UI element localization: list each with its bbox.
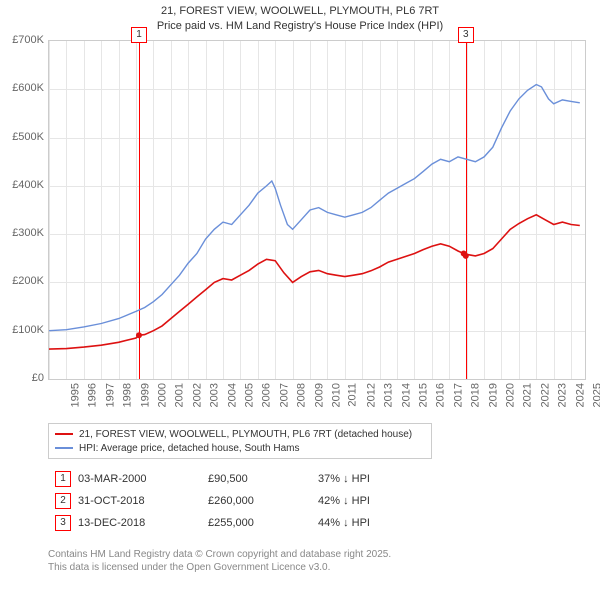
copyright-line-1: Contains HM Land Registry data © Crown c… bbox=[48, 548, 391, 561]
copyright-line-2: This data is licensed under the Open Gov… bbox=[48, 561, 391, 574]
x-axis-label: 1995 bbox=[69, 383, 81, 407]
x-axis-label: 2004 bbox=[226, 383, 238, 407]
y-axis-label: £700K bbox=[0, 34, 44, 46]
sale-number-box: 3 bbox=[55, 515, 71, 531]
chart-title: 21, FOREST VIEW, WOOLWELL, PLYMOUTH, PL6… bbox=[0, 0, 600, 34]
legend-swatch-hpi bbox=[55, 447, 73, 449]
y-axis-label: £400K bbox=[0, 179, 44, 191]
title-line-1: 21, FOREST VIEW, WOOLWELL, PLYMOUTH, PL6… bbox=[0, 4, 600, 19]
x-axis-label: 2011 bbox=[347, 383, 359, 407]
sale-date: 03-MAR-2000 bbox=[78, 473, 208, 485]
x-axis-label: 2003 bbox=[209, 383, 221, 407]
sale-price: £260,000 bbox=[208, 495, 318, 507]
x-axis-label: 2010 bbox=[331, 383, 343, 407]
x-axis-label: 2021 bbox=[522, 383, 534, 407]
y-axis-label: £200K bbox=[0, 275, 44, 287]
sale-number-box: 1 bbox=[55, 471, 71, 487]
x-axis-label: 2007 bbox=[278, 383, 290, 407]
sale-price: £90,500 bbox=[208, 473, 318, 485]
sale-price: £255,000 bbox=[208, 517, 318, 529]
series-price_paid bbox=[49, 215, 580, 349]
sale-number-box: 2 bbox=[55, 493, 71, 509]
x-axis-label: 1997 bbox=[104, 383, 116, 407]
chart-legend: 21, FOREST VIEW, WOOLWELL, PLYMOUTH, PL6… bbox=[48, 423, 432, 459]
x-axis-label: 2023 bbox=[557, 383, 569, 407]
x-axis-label: 1999 bbox=[139, 383, 151, 407]
x-axis-label: 2013 bbox=[383, 383, 395, 407]
y-axis-label: £500K bbox=[0, 131, 44, 143]
sales-table: 1 03-MAR-2000£90,50037% ↓ HPI 2 31-OCT-2018… bbox=[48, 468, 438, 534]
copyright-notice: Contains HM Land Registry data © Crown c… bbox=[48, 548, 391, 574]
x-axis-label: 2020 bbox=[505, 383, 517, 407]
x-axis-label: 1998 bbox=[122, 383, 134, 407]
legend-swatch-price bbox=[55, 433, 73, 435]
x-axis-label: 2009 bbox=[313, 383, 325, 407]
x-axis-label: 2002 bbox=[191, 383, 203, 407]
x-axis-label: 2022 bbox=[539, 383, 551, 407]
y-axis-label: £300K bbox=[0, 227, 44, 239]
y-axis-label: £600K bbox=[0, 82, 44, 94]
x-axis-label: 2008 bbox=[296, 383, 308, 407]
x-axis-label: 2001 bbox=[174, 383, 186, 407]
legend-label-price: 21, FOREST VIEW, WOOLWELL, PLYMOUTH, PL6… bbox=[79, 429, 412, 440]
x-axis-label: 2017 bbox=[452, 383, 464, 407]
legend-row-1: 21, FOREST VIEW, WOOLWELL, PLYMOUTH, PL6… bbox=[55, 427, 425, 441]
legend-row-2: HPI: Average price, detached house, Sout… bbox=[55, 441, 425, 455]
x-axis-label: 2016 bbox=[435, 383, 447, 407]
x-axis-label: 2014 bbox=[400, 383, 412, 407]
series-hpi bbox=[49, 85, 580, 331]
y-axis-label: £100K bbox=[0, 324, 44, 336]
sales-table-row: 2 31-OCT-2018£260,00042% ↓ HPI bbox=[48, 490, 438, 512]
x-axis-label: 2015 bbox=[418, 383, 430, 407]
x-axis-label: 2006 bbox=[261, 383, 273, 407]
sale-delta: 37% ↓ HPI bbox=[318, 473, 438, 485]
x-axis-label: 2000 bbox=[156, 383, 168, 407]
sale-point bbox=[463, 253, 469, 259]
x-axis-label: 2012 bbox=[365, 383, 377, 407]
sale-date: 13-DEC-2018 bbox=[78, 517, 208, 529]
x-axis-label: 2019 bbox=[487, 383, 499, 407]
y-axis-label: £0 bbox=[0, 372, 44, 384]
chart-svg bbox=[49, 41, 585, 379]
x-axis-label: 1996 bbox=[87, 383, 99, 407]
sale-point bbox=[136, 332, 142, 338]
x-axis-label: 2025 bbox=[592, 383, 600, 407]
sales-table-row: 1 03-MAR-2000£90,50037% ↓ HPI bbox=[48, 468, 438, 490]
sale-date: 31-OCT-2018 bbox=[78, 495, 208, 507]
title-line-2: Price paid vs. HM Land Registry's House … bbox=[0, 19, 600, 34]
x-axis-label: 2024 bbox=[574, 383, 586, 407]
x-axis-label: 2018 bbox=[470, 383, 482, 407]
sales-table-row: 3 13-DEC-2018£255,00044% ↓ HPI bbox=[48, 512, 438, 534]
legend-label-hpi: HPI: Average price, detached house, Sout… bbox=[79, 443, 300, 454]
x-axis-label: 2005 bbox=[244, 383, 256, 407]
chart-plot-area: 13 bbox=[48, 40, 586, 380]
sale-delta: 44% ↓ HPI bbox=[318, 517, 438, 529]
sale-delta: 42% ↓ HPI bbox=[318, 495, 438, 507]
